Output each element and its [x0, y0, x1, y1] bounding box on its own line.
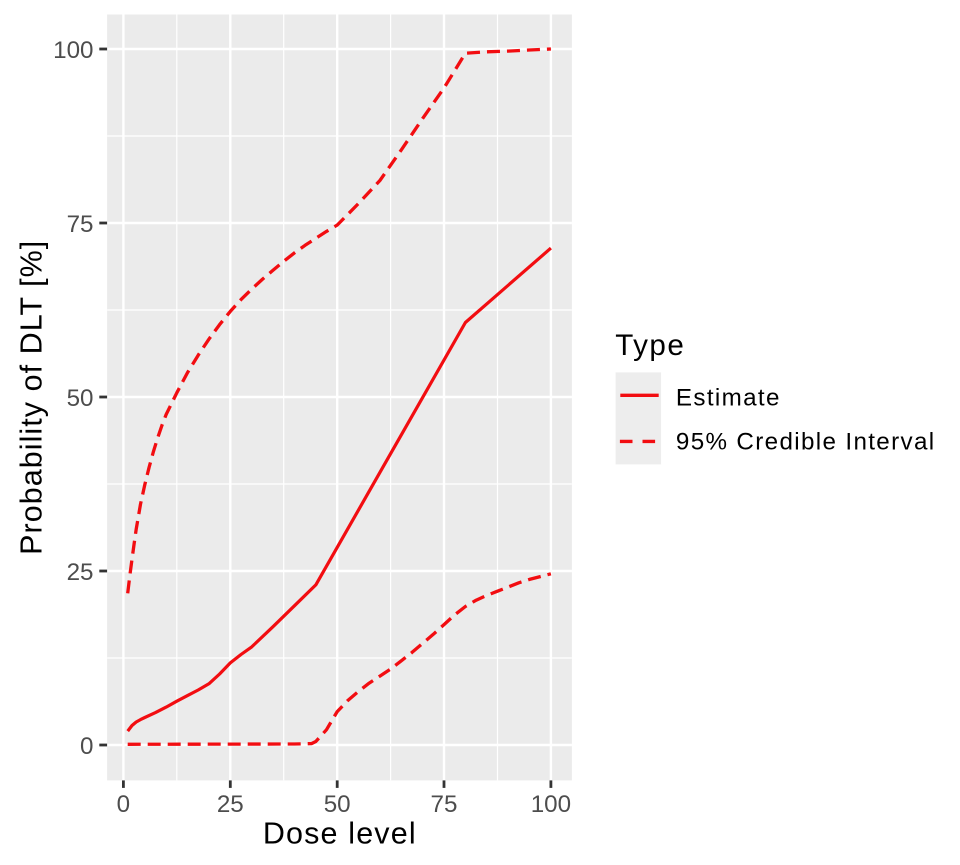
svg-text:Probability of DLT [%]: Probability of DLT [%] [15, 240, 49, 555]
svg-text:95% Credible Interval: 95% Credible Interval [676, 429, 936, 456]
svg-text:Dose level: Dose level [263, 817, 417, 851]
svg-text:75: 75 [67, 211, 94, 238]
svg-text:100: 100 [531, 791, 571, 818]
svg-text:25: 25 [67, 559, 94, 586]
svg-text:100: 100 [53, 37, 93, 64]
svg-text:50: 50 [324, 791, 351, 818]
svg-text:Type: Type [615, 329, 685, 362]
svg-text:50: 50 [67, 385, 94, 412]
svg-text:0: 0 [117, 791, 130, 818]
svg-text:Estimate: Estimate [676, 385, 781, 412]
svg-text:0: 0 [80, 733, 93, 760]
svg-text:25: 25 [217, 791, 244, 818]
svg-text:75: 75 [431, 791, 458, 818]
